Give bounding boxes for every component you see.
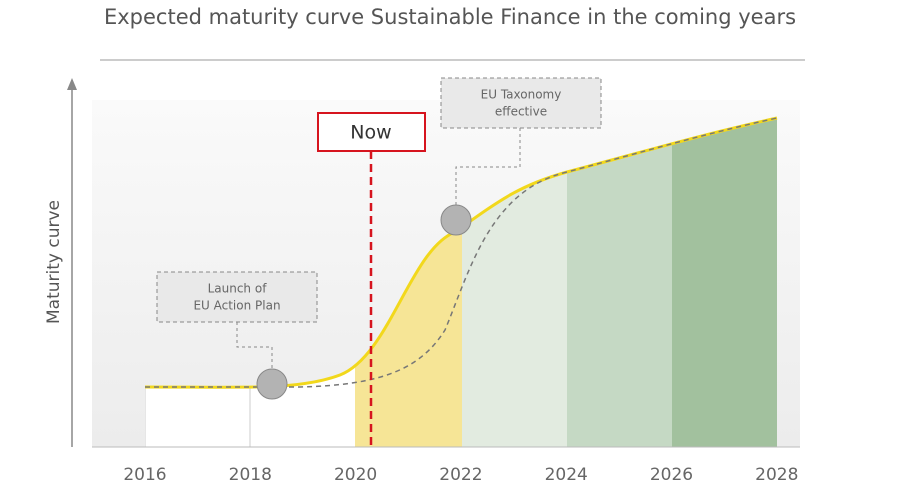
title: Expected maturity curve Sustainable Fina… [104, 5, 796, 29]
dashed-curve [145, 117, 778, 388]
taxonomy-label: effective [495, 105, 547, 119]
x-label: 2020 [334, 465, 377, 485]
now-label: Now [350, 122, 391, 144]
x-label: 2026 [650, 465, 693, 485]
region-green-2 [567, 118, 672, 447]
launch-box [156, 271, 318, 323]
x-labels: 2016 2018 2020 2022 2024 2026 2028 [123, 465, 798, 485]
connector [236, 322, 273, 370]
taxonomy-label: EU Taxonomy [481, 88, 562, 102]
x-label: 2022 [439, 465, 482, 485]
region-green-3 [672, 118, 777, 447]
launch-label: Launch of [208, 282, 268, 296]
launch-label: EU Action Plan [193, 299, 280, 313]
x-label: 2016 [123, 465, 166, 485]
milestone [440, 204, 472, 236]
taxonomy-box [440, 77, 602, 129]
x-label: 2024 [545, 465, 588, 485]
x-label: 2028 [755, 465, 798, 485]
x-label: 2018 [229, 465, 272, 485]
y-axis-label: Maturity curve [44, 200, 64, 324]
milestone [256, 368, 288, 400]
y-axis-arrow [67, 78, 77, 90]
now-box [317, 112, 426, 152]
connector [455, 128, 521, 205]
